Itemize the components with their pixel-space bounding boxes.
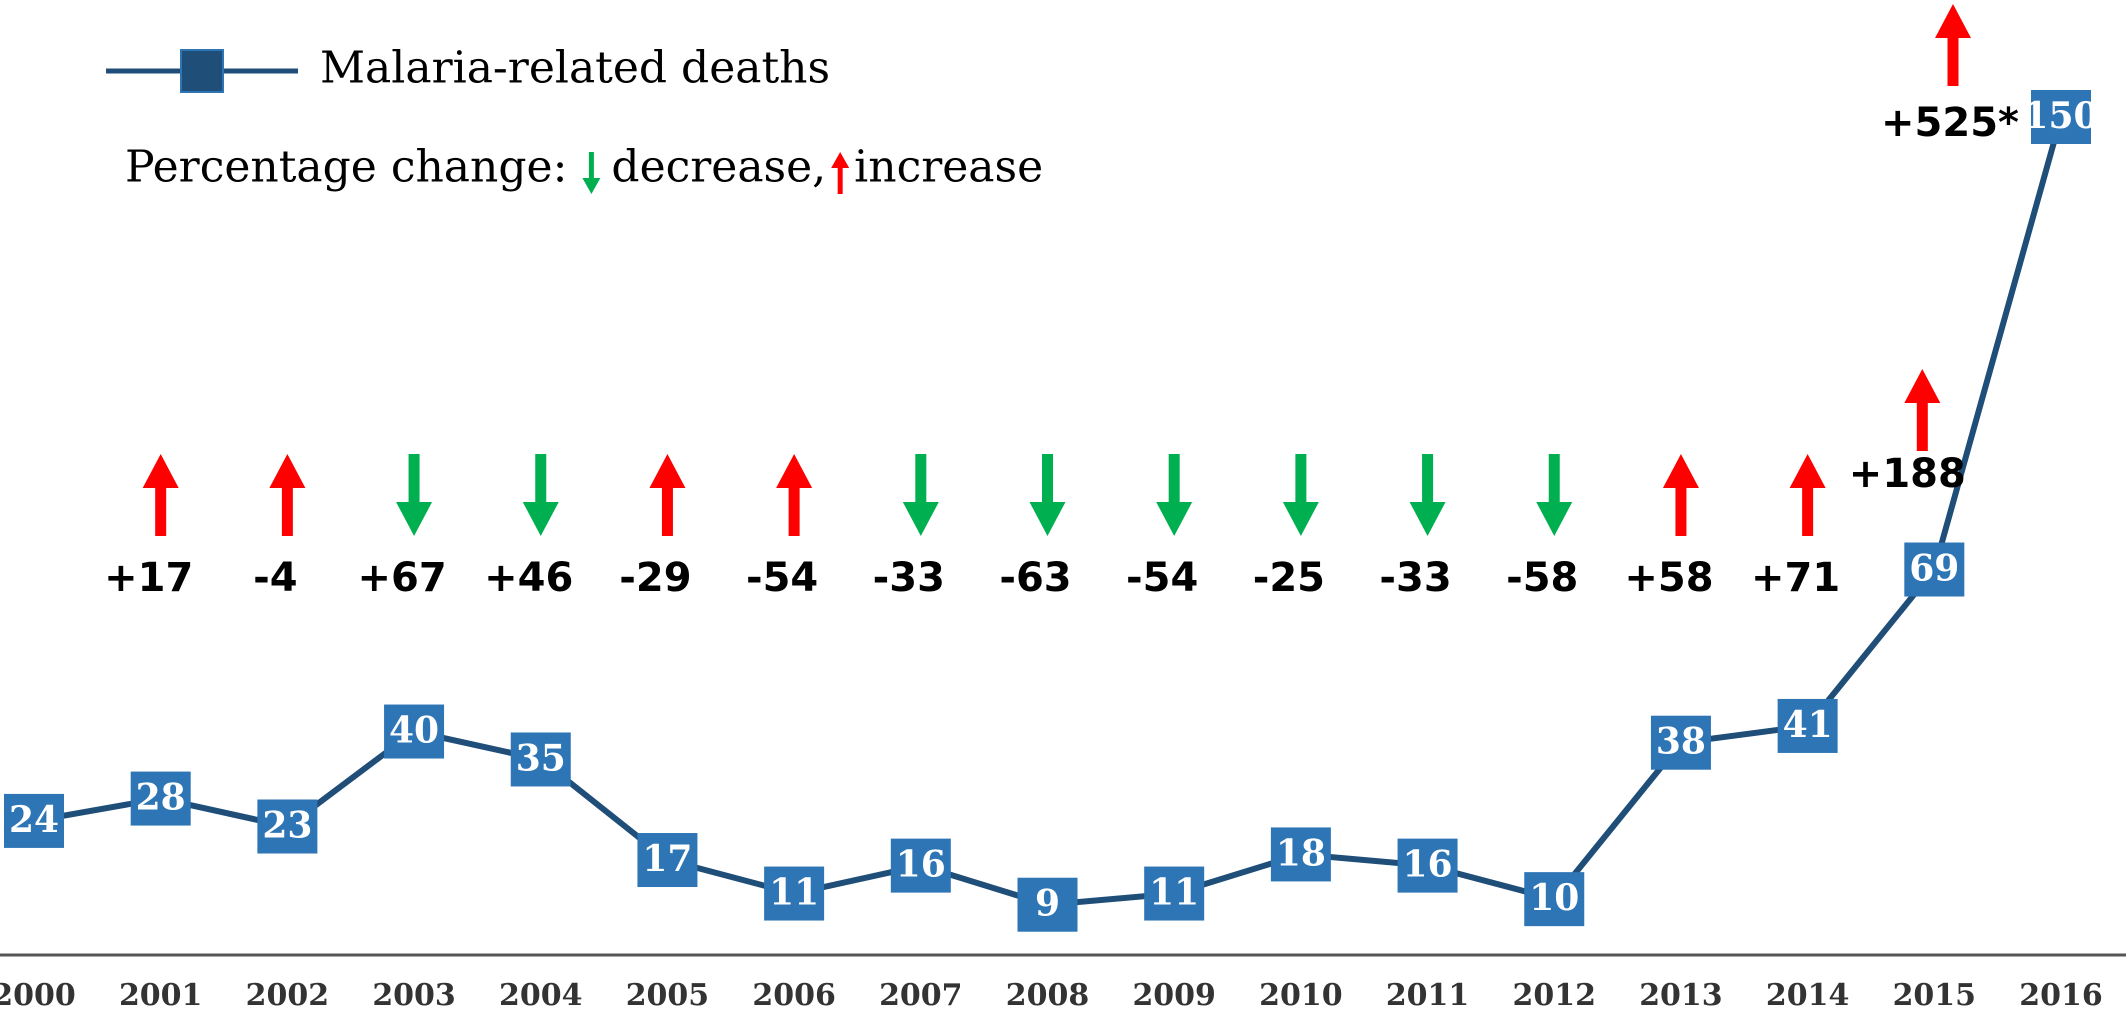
- change-label: +46: [484, 555, 573, 601]
- change-legend-increase: increase: [854, 142, 1043, 193]
- change-arrow: [649, 454, 686, 536]
- change-legend-decrease: decrease,: [611, 142, 826, 193]
- data-label: 41: [1783, 704, 1833, 746]
- change-arrow: [776, 454, 813, 536]
- x-tick-label: 2004: [499, 978, 583, 1013]
- data-marker: [1144, 866, 1205, 921]
- data-marker: [257, 799, 318, 854]
- data-marker: [1904, 542, 1965, 597]
- change-label: -4: [253, 555, 297, 601]
- data-marker: [890, 838, 951, 893]
- change-label: +67: [357, 555, 446, 601]
- data-marker: [1017, 877, 1078, 932]
- change-arrow: [1029, 454, 1066, 536]
- change-arrow: [1904, 369, 1941, 451]
- data-marker: [1524, 872, 1585, 927]
- change-label: -33: [1379, 555, 1451, 601]
- data-label: 40: [389, 710, 439, 752]
- data-marker: [510, 732, 571, 787]
- data-label: 17: [642, 838, 692, 880]
- change-label: -63: [999, 555, 1071, 601]
- x-tick-label: 2007: [879, 978, 963, 1013]
- data-label: 69: [1909, 548, 1959, 590]
- x-tick-label: 2010: [1259, 978, 1343, 1013]
- x-tick-label: 2000: [0, 978, 76, 1013]
- change-arrow: [1409, 454, 1446, 536]
- change-label: +525*: [1881, 100, 2019, 146]
- change-arrow: [142, 454, 179, 536]
- data-label: 9: [1035, 883, 1060, 925]
- legend-arrow-down: [582, 152, 601, 194]
- x-tick-label: 2012: [1513, 978, 1597, 1013]
- x-tick-label: 2003: [372, 978, 456, 1013]
- data-label: 38: [1656, 721, 1706, 763]
- legend-arrow-up: [831, 152, 850, 194]
- change-label: -54: [746, 555, 818, 601]
- data-marker: [1397, 838, 1458, 893]
- change-arrow: [1662, 454, 1699, 536]
- data-label: 10: [1529, 877, 1579, 919]
- data-label: 23: [262, 805, 312, 847]
- data-label: 16: [896, 844, 946, 886]
- change-arrow: [396, 454, 433, 536]
- data-label: 11: [1149, 872, 1199, 914]
- change-legend-title: Percentage change:: [125, 142, 567, 193]
- x-tick-label: 2006: [752, 978, 836, 1013]
- x-tick-label: 2015: [1893, 978, 1977, 1013]
- change-arrow: [269, 454, 306, 536]
- x-tick-label: 2008: [1006, 978, 1090, 1013]
- change-arrow: [522, 454, 559, 536]
- x-tick-label: 2014: [1766, 978, 1850, 1013]
- change-label: -25: [1253, 555, 1325, 601]
- data-marker: [637, 833, 698, 888]
- x-tick-label: 2013: [1639, 978, 1723, 1013]
- data-marker: [1650, 715, 1711, 770]
- change-label: +71: [1751, 555, 1840, 601]
- change-arrow: [1935, 4, 1971, 86]
- x-tick-label: 2002: [246, 978, 330, 1013]
- change-arrow: [1536, 454, 1573, 536]
- x-tick-label: 2005: [626, 978, 710, 1013]
- data-label: 28: [136, 777, 186, 819]
- data-marker: [384, 704, 445, 759]
- data-label: 150: [2023, 95, 2098, 137]
- data-label: 35: [516, 737, 566, 779]
- change-arrow: [1789, 454, 1826, 536]
- change-arrow: [1156, 454, 1193, 536]
- change-label: -33: [873, 555, 945, 601]
- data-marker: [764, 866, 825, 921]
- change-label: +17: [104, 555, 193, 601]
- x-tick-label: 2009: [1132, 978, 1216, 1013]
- data-marker: [2031, 90, 2091, 144]
- change-label: +58: [1624, 555, 1713, 601]
- legend-label: Malaria-related deaths: [320, 43, 830, 94]
- x-tick-label: 2016: [2019, 978, 2103, 1013]
- data-marker: [130, 771, 191, 826]
- data-label: 11: [769, 872, 819, 914]
- change-arrow: [1282, 454, 1319, 536]
- data-marker: [1270, 827, 1331, 882]
- legend-marker: [180, 49, 224, 93]
- x-tick-label: 2011: [1386, 978, 1470, 1013]
- data-label: 16: [1403, 844, 1453, 886]
- data-label: 24: [9, 799, 59, 841]
- change-label: -54: [1126, 555, 1198, 601]
- data-label: 18: [1276, 832, 1326, 874]
- change-label: +188: [1849, 451, 1966, 497]
- x-tick-label: 2001: [119, 978, 203, 1013]
- change-label: -58: [1506, 555, 1578, 601]
- change-label: -29: [619, 555, 691, 601]
- change-arrow: [902, 454, 939, 536]
- data-marker: [4, 793, 64, 848]
- data-marker: [1777, 698, 1838, 753]
